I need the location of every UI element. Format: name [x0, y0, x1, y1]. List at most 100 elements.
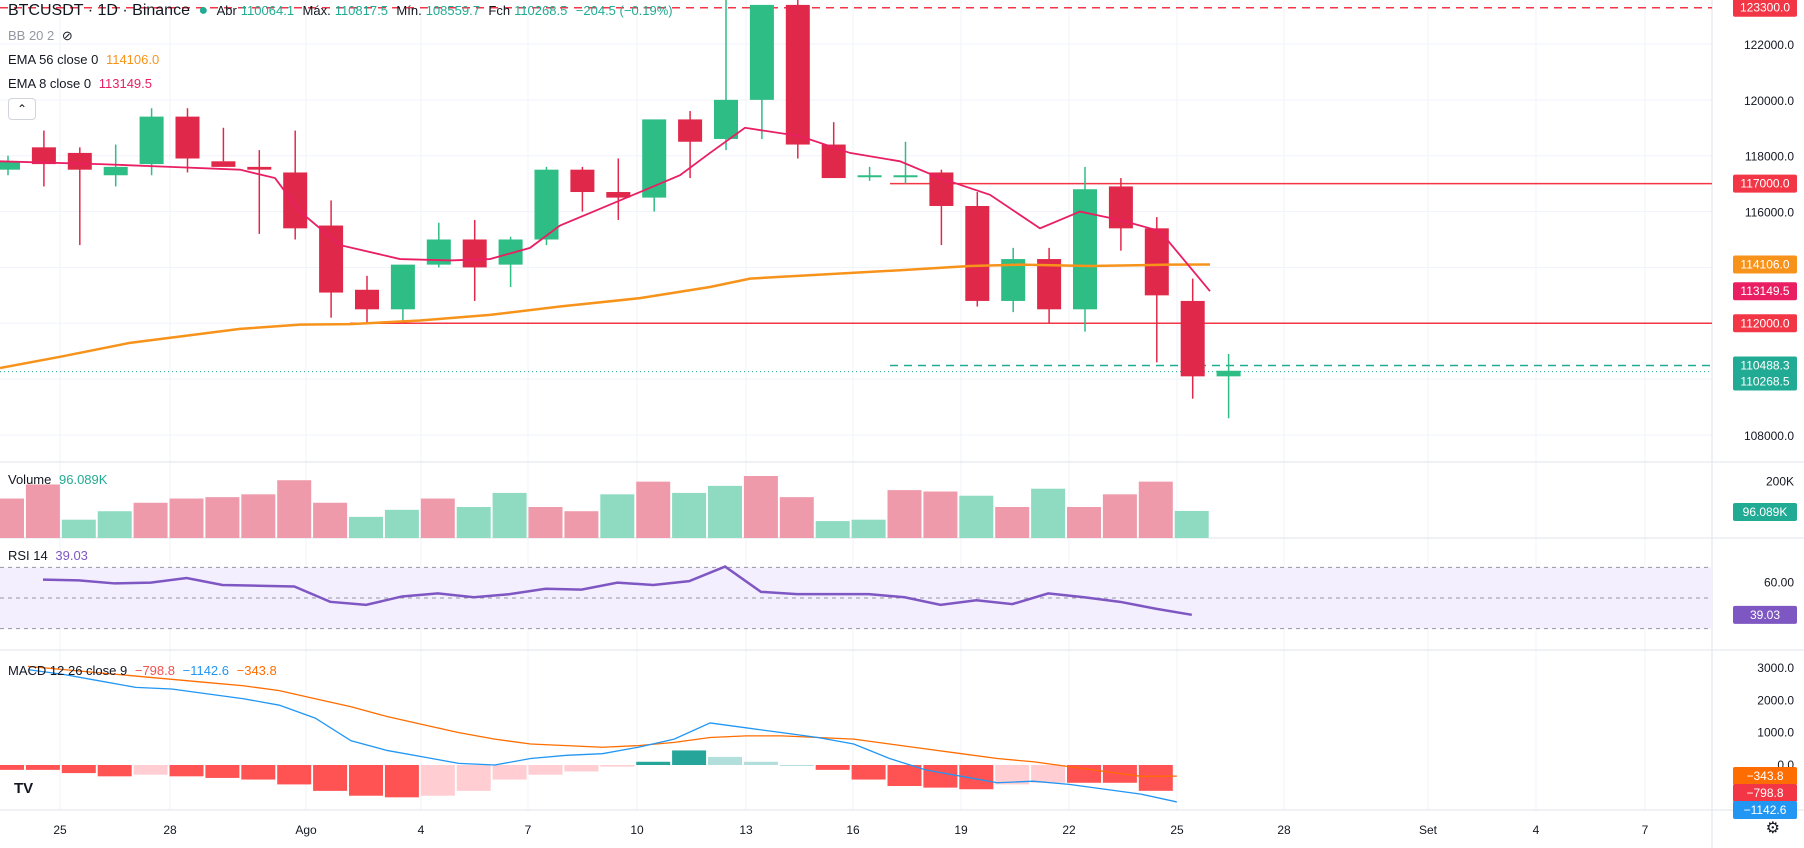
candle-body — [1180, 300, 1205, 377]
volume-bar — [923, 491, 958, 538]
volume-price-label-bg — [1733, 503, 1797, 521]
candle-body — [67, 152, 92, 170]
macd-label: MACD 12 26 close 9 — [8, 663, 128, 678]
time-tick-label: 25 — [1170, 823, 1184, 837]
price-label-110488-bg — [1733, 356, 1797, 375]
macd-hist-bar — [1031, 765, 1066, 783]
macd-hist-bar — [743, 761, 778, 765]
open-label: Abr — [216, 3, 237, 18]
macd-signal-value: −343.8 — [236, 663, 277, 678]
volume-bar — [959, 495, 994, 538]
macd-hist-bar — [313, 765, 348, 791]
volume-bar — [384, 509, 419, 538]
change-value: −204.5 (−0.19%) — [575, 3, 673, 18]
status-dot-icon: ● — [198, 2, 209, 19]
macd-tick-label: 3000.0 — [1757, 661, 1794, 675]
macd-hist-value: −798.8 — [134, 663, 175, 678]
symbol-title: BTCUSDT · 1D · Binance — [8, 2, 190, 19]
bb-label: BB 20 2 — [8, 28, 55, 43]
high-label: Máx. — [302, 3, 331, 18]
rsi-label: RSI 14 — [8, 548, 48, 563]
volume-bar — [1138, 481, 1173, 538]
macd-hist-bar — [708, 756, 742, 765]
time-tick-label: 10 — [630, 823, 644, 837]
collapse-legend-button[interactable]: ⌃ — [8, 98, 36, 120]
legend-volume[interactable]: Volume 96.089K — [8, 472, 111, 487]
close-value: 110268.5 — [514, 3, 568, 18]
rsi-price-label: 39.03 — [1750, 608, 1780, 622]
candle-body — [390, 264, 415, 310]
legend-macd[interactable]: MACD 12 26 close 9 −798.8 −1142.6 −343.8 — [8, 663, 281, 678]
macd-hist-bar — [923, 765, 958, 788]
macd-line-price-label-bg — [1733, 801, 1797, 819]
macd-hist-bar — [0, 765, 24, 770]
volume-bar — [349, 516, 383, 538]
rsi-price-label-bg — [1733, 605, 1797, 624]
candle-body — [965, 205, 990, 301]
price-tick-label: 118000.0 — [1745, 150, 1794, 164]
candle-body — [1216, 370, 1241, 377]
legend-ema8[interactable]: EMA 8 close 0 113149.5 — [8, 76, 156, 91]
candle-body — [893, 175, 918, 178]
candle-body — [498, 239, 523, 265]
macd-tick-label: 2000.0 — [1757, 693, 1794, 707]
macd-hist-bar — [241, 765, 276, 780]
macd-hist-bar — [815, 765, 850, 770]
candle-body — [1073, 189, 1097, 310]
volume-price-label: 96.089K — [1743, 505, 1788, 519]
macd-hist-bar — [25, 765, 60, 770]
ema8-line — [0, 126, 1211, 292]
candle-body — [678, 119, 703, 142]
volume-bar — [1102, 494, 1137, 538]
candle-body — [247, 166, 272, 170]
macd-hist-bar — [205, 765, 240, 778]
candle-body — [929, 172, 954, 206]
volume-value: 96.089K — [59, 472, 108, 487]
price-label-117000-bg — [1733, 174, 1797, 193]
ema56-value: 114106.0 — [105, 52, 160, 67]
time-tick-label: 16 — [846, 823, 860, 837]
volume-bar — [1174, 510, 1209, 538]
candle-body — [1144, 228, 1169, 296]
price-label-last: 110268.5 — [1740, 375, 1789, 389]
candle-body — [606, 192, 631, 198]
eye-off-icon[interactable]: ⊘ — [61, 28, 73, 43]
macd-signal-price-label-bg — [1733, 767, 1797, 785]
volume-bar — [169, 498, 204, 538]
legend-rsi[interactable]: RSI 14 39.03 — [8, 548, 92, 563]
candle-body — [355, 289, 379, 310]
legend-ema56[interactable]: EMA 56 close 0 114106.0 — [8, 52, 163, 67]
volume-bar — [564, 511, 599, 538]
price-label-117000: 117000.0 — [1740, 177, 1789, 191]
candle-body — [749, 4, 774, 100]
candle-body — [1001, 259, 1026, 301]
macd-tick-label: 1000.0 — [1757, 726, 1794, 740]
macd-hist-bar — [887, 765, 922, 787]
macd-hist-bar — [851, 765, 886, 780]
macd-hist-bar — [528, 765, 563, 775]
macd-line-price-label: −1142.6 — [1744, 803, 1787, 817]
volume-bar — [420, 498, 455, 538]
candle-body — [1108, 186, 1133, 229]
macd-hist-bar — [384, 765, 419, 798]
volume-bar — [743, 476, 778, 538]
time-tick-label: 7 — [1642, 823, 1649, 837]
time-tick-label: 4 — [418, 823, 425, 837]
macd-hist-bar — [492, 765, 527, 780]
volume-bar — [600, 494, 635, 538]
settings-gear-icon[interactable]: ⚙ — [1765, 820, 1780, 837]
ema56-label: EMA 56 close 0 — [8, 52, 99, 67]
candle-body — [103, 166, 128, 176]
macd-hist-bar — [97, 765, 132, 777]
price-label-112000-bg — [1733, 314, 1797, 333]
macd-hist-bar — [636, 761, 671, 765]
price-label-last-bg — [1733, 372, 1797, 391]
candle-body — [139, 116, 164, 165]
volume-bar — [528, 507, 563, 538]
tradingview-logo-icon[interactable]: TV — [14, 780, 34, 797]
candle-body — [714, 99, 738, 139]
legend-bb[interactable]: BB 20 2 ⊘ — [8, 28, 77, 44]
volume-bar — [25, 484, 60, 538]
volume-tick-label: 200K — [1766, 475, 1794, 489]
